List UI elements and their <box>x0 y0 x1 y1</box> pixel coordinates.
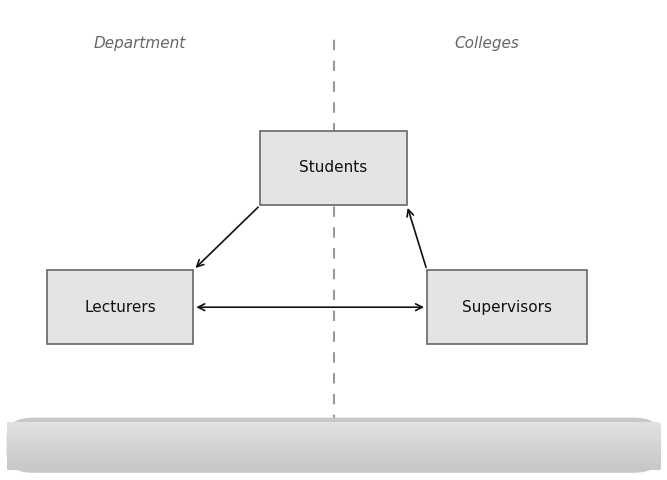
Text: Lecturers: Lecturers <box>84 300 156 315</box>
Text: Department: Department <box>94 36 186 51</box>
Text: Colleges: Colleges <box>454 36 520 51</box>
FancyBboxPatch shape <box>260 131 407 205</box>
FancyBboxPatch shape <box>47 270 193 345</box>
Text: Supervisors: Supervisors <box>462 300 552 315</box>
FancyBboxPatch shape <box>7 418 660 473</box>
Text: Students: Students <box>299 160 368 176</box>
FancyBboxPatch shape <box>427 270 587 345</box>
